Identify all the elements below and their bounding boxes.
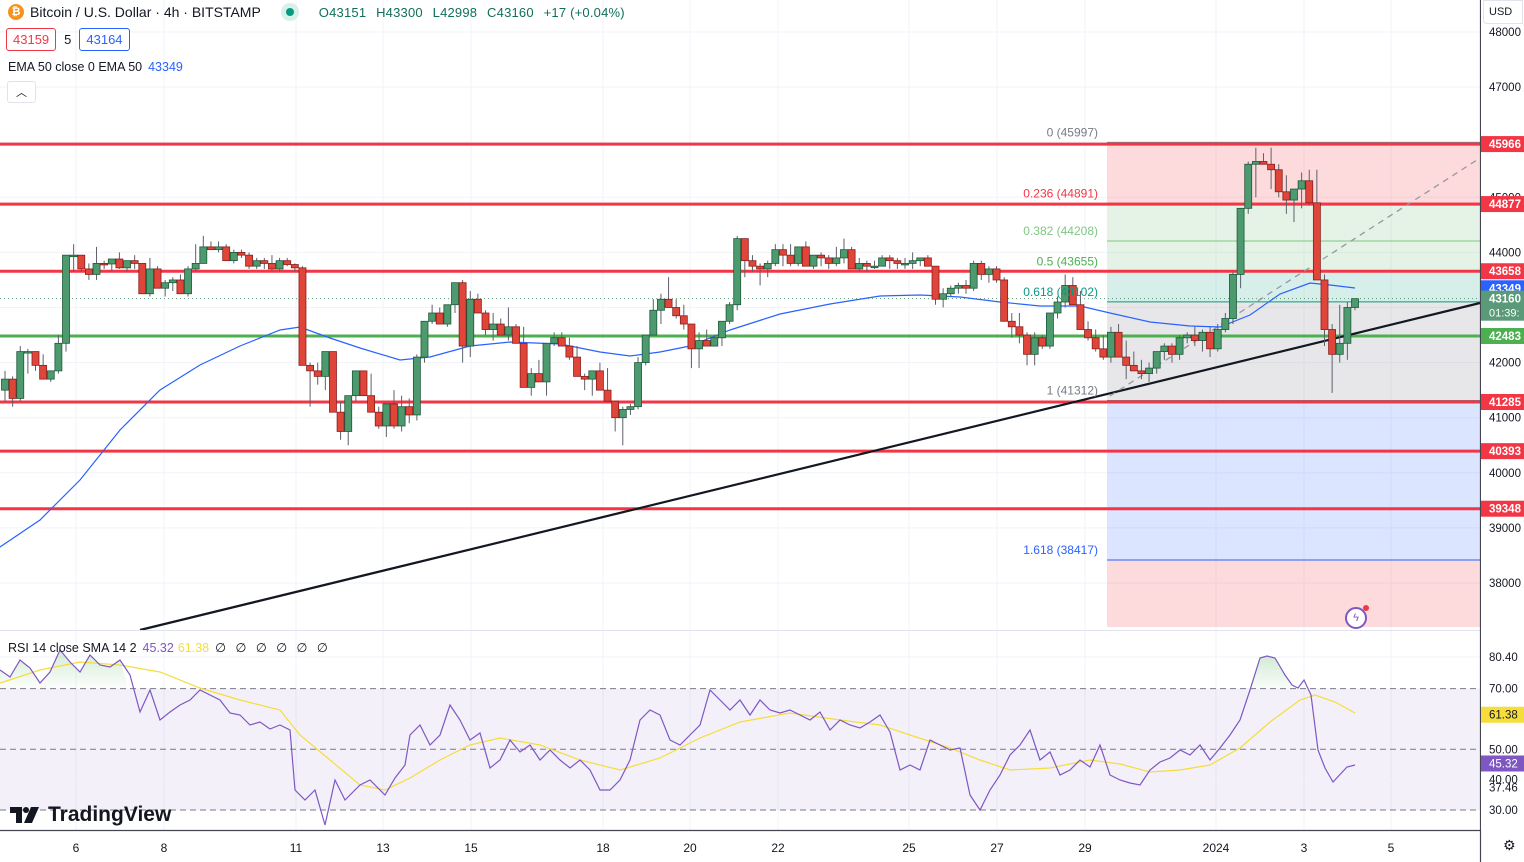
logo-text: TradingView [48,803,172,826]
rsi-label: RSI 14 close SMA 14 2 [8,641,137,655]
svg-text:0.236 (44891): 0.236 (44891) [1023,186,1098,200]
svg-text:44877: 44877 [1489,199,1521,211]
svg-text:42483: 42483 [1489,331,1521,343]
rsi-value: 45.32 [142,641,174,655]
high-value: H43300 [376,4,423,20]
bitcoin-icon: ₿ [8,4,24,20]
rsi-pane [0,648,1480,826]
symbol-title[interactable]: Bitcoin / U.S. Dollar · 4h · BITSTAMP [30,4,261,20]
low-value: L42998 [432,4,478,20]
horizontal-levels [0,142,1480,511]
open-value: O43151 [318,4,367,20]
svg-text:15: 15 [464,841,478,855]
svg-text:44000: 44000 [1489,247,1521,259]
svg-text:27: 27 [990,841,1004,855]
lightning-alert-icon[interactable]: ϟ [1345,605,1369,629]
change-value: +17 (+0.04%) [543,4,625,20]
chevron-up-icon: ︿ [16,87,27,99]
svg-text:20: 20 [683,841,697,855]
svg-text:1 (41312): 1 (41312) [1047,384,1098,398]
buy-button[interactable]: 43164 [79,28,130,51]
ema-label: EMA 50 close 0 EMA 50 [8,60,143,74]
svg-text:1.618 (38417): 1.618 (38417) [1023,543,1098,557]
svg-text:37.46: 37.46 [1489,782,1518,794]
svg-text:45.32: 45.32 [1489,758,1518,770]
spread-value: 5 [64,32,72,47]
fibonacci-zones [1107,141,1480,628]
time-axis[interactable]: 6 8 11 13 15 18 20 22 25 27 29 2024 3 5 [73,841,1395,855]
svg-text:43658: 43658 [1489,266,1522,278]
sell-button[interactable]: 43159 [6,28,57,51]
ema-value: 43349 [148,60,183,74]
svg-text:29: 29 [1078,841,1092,855]
settings-gear-icon[interactable]: ⚙ [1503,837,1516,853]
svg-text:22: 22 [771,841,785,855]
ema-50-line [0,282,1356,548]
svg-text:39000: 39000 [1489,523,1521,535]
svg-text:80.40: 80.40 [1489,652,1518,664]
market-status-icon[interactable] [280,3,299,21]
collapse-legend-button[interactable]: ︿ [7,81,36,103]
trendline[interactable] [139,301,1481,632]
currency-selector[interactable]: USD [1483,0,1523,24]
svg-text:41285: 41285 [1489,397,1522,409]
rsi-extra-values: ∅ ∅ ∅ ∅ ∅ ∅ [215,641,331,655]
svg-text:18: 18 [596,841,610,855]
svg-text:47000: 47000 [1489,82,1521,94]
svg-text:50.00: 50.00 [1489,744,1518,756]
svg-text:42000: 42000 [1489,358,1521,370]
svg-text:6: 6 [73,841,80,855]
svg-text:40000: 40000 [1489,468,1521,480]
tradingview-logo[interactable]: TradingView [10,803,171,827]
ema-legend[interactable]: EMA 50 close 0 EMA 50 43349 [8,60,183,74]
svg-text:01:39:: 01:39: [1489,308,1520,320]
ohlc-values: O43151 H43300 L42998 C43160 +17 (+0.04%) [319,5,631,20]
tradingview-logo-icon [10,807,39,823]
rsi-legend[interactable]: RSI 14 close SMA 14 2 45.32 61.38 ∅ ∅ ∅ ∅ ∅… [8,640,331,655]
svg-text:61.38: 61.38 [1489,710,1518,722]
candlesticks [1,147,1359,446]
svg-text:25: 25 [902,841,916,855]
svg-text:0.382 (44208): 0.382 (44208) [1023,224,1098,238]
svg-text:38000: 38000 [1489,578,1521,590]
svg-text:41000: 41000 [1489,413,1521,425]
bid-ask-panel: 43159 5 43164 [6,28,130,51]
svg-text:11: 11 [290,841,303,855]
svg-text:8: 8 [161,841,168,855]
svg-text:39348: 39348 [1489,504,1522,516]
svg-text:43160: 43160 [1489,294,1521,306]
svg-text:40.00: 40.00 [1489,775,1518,787]
fibonacci-labels: 0 (45997) 0.236 (44891) 0.382 (44208) 0.5 (… [1023,125,1098,557]
fib-trend-dashed [1109,157,1481,397]
svg-text:2024: 2024 [1203,841,1230,855]
svg-text:13: 13 [376,841,390,855]
svg-text:0.618 (43102): 0.618 (43102) [1023,285,1098,299]
svg-text:48000: 48000 [1489,27,1521,39]
symbol-legend[interactable]: ₿ Bitcoin / U.S. Dollar · 4h · BITSTAMP … [8,3,631,21]
svg-text:40393: 40393 [1489,446,1521,458]
svg-text:0 (45997): 0 (45997) [1047,125,1098,139]
svg-text:45966: 45966 [1489,139,1521,151]
svg-text:70.00: 70.00 [1489,684,1518,696]
svg-text:3: 3 [1301,841,1308,855]
rsi-sma-value: 61.38 [177,641,210,655]
svg-text:30.00: 30.00 [1489,805,1518,817]
close-value: C43160 [487,4,534,20]
svg-text:5: 5 [1388,841,1395,855]
svg-text:0.5 (43655): 0.5 (43655) [1037,254,1098,268]
